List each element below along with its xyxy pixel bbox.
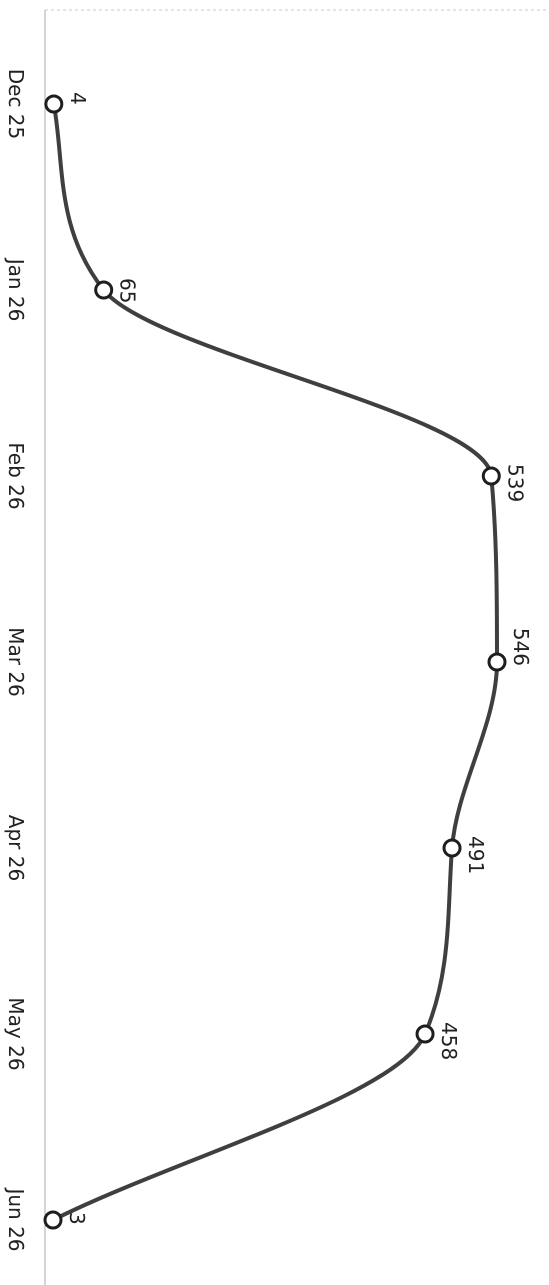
data-label: 458 — [437, 1022, 461, 1060]
data-label: 4 — [66, 92, 90, 105]
category-tick-label: Jun 26 — [4, 1186, 28, 1251]
category-tick-labels: Dec 25 Jan 26 Feb 26 Mar 26 Apr 26 May 26 Jun … — [4, 69, 28, 1252]
data-point-marker — [481, 466, 501, 486]
data-label: 546 — [509, 628, 533, 666]
data-label: 3 — [65, 1212, 89, 1225]
data-label: 65 — [116, 278, 140, 303]
data-point-marker — [415, 1024, 435, 1044]
series-markers — [43, 94, 507, 1230]
data-point-marker — [442, 838, 462, 858]
data-label: 491 — [464, 836, 488, 874]
category-tick-label: Apr 26 — [4, 815, 28, 881]
category-tick-label: Jan 26 — [4, 257, 28, 322]
data-point-marker — [43, 1210, 63, 1230]
series-line — [51, 102, 499, 1222]
data-point-marker — [94, 280, 114, 300]
data-point-marker — [487, 652, 507, 672]
data-label: 539 — [503, 464, 527, 502]
data-labels: 4 65 539 546 491 458 3 — [65, 92, 533, 1225]
category-tick-label: Feb 26 — [4, 442, 28, 509]
data-point-marker — [44, 94, 64, 114]
category-tick-label: May 26 — [4, 997, 28, 1070]
category-tick-label: Mar 26 — [4, 627, 28, 697]
category-tick-label: Dec 25 — [4, 69, 28, 140]
